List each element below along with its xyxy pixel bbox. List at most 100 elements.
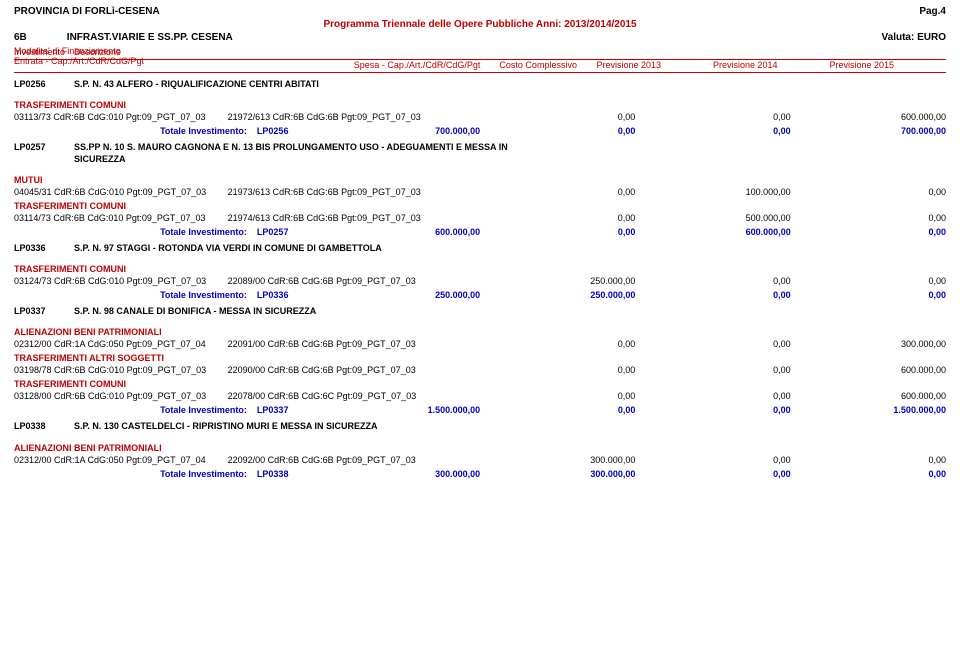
prev15-cell: 600.000,00 bbox=[791, 112, 946, 122]
prev15-cell: 0,00 bbox=[791, 276, 946, 286]
spesa-cell: 22091/00 CdR:6B CdG:6B Pgt:09_PGT_07_03 bbox=[228, 339, 480, 349]
prev14-cell: 500.000,00 bbox=[635, 213, 790, 223]
lp0256-total-row: Totale Investimento: LP0256 700.000,00 0… bbox=[14, 126, 946, 136]
totale-amount: 250.000,00 bbox=[344, 290, 480, 300]
lp0336-total-row: Totale Investimento: LP0336 250.000,00 2… bbox=[14, 290, 946, 300]
totale-p13: 0,00 bbox=[480, 126, 635, 136]
lp0257-row-1: 04045/31 CdR:6B CdG:010 Pgt:09_PGT_07_03… bbox=[14, 187, 946, 197]
lp0257-total-row: Totale Investimento: LP0257 600.000,00 0… bbox=[14, 227, 946, 237]
prev13-cell: 250.000,00 bbox=[480, 276, 635, 286]
column-headers-row: Modalita' di Finanziamento Entrata - Cap… bbox=[14, 60, 946, 73]
totale-amount: 1.500.000,00 bbox=[344, 405, 480, 415]
entrata-cell: 03124/73 CdR:6B CdG:010 Pgt:09_PGT_07_03 bbox=[14, 276, 228, 286]
spesa-cell: 21972/613 CdR:6B CdG:6B Pgt:09_PGT_07_03 bbox=[228, 112, 480, 122]
lp0337-row-3: 03128/00 CdR:6B CdG:010 Pgt:09_PGT_07_03… bbox=[14, 391, 946, 401]
lp0256-section-1: TRASFERIMENTI COMUNI bbox=[14, 100, 946, 110]
totale-amount: 700.000,00 bbox=[344, 126, 480, 136]
prev13-cell: 0,00 bbox=[480, 112, 635, 122]
lp0338-title-row: LP0338 S.P. N. 130 CASTELDELCI - RIPRIST… bbox=[14, 421, 946, 432]
lp0257-section-1: MUTUI bbox=[14, 175, 946, 185]
lp0337-row-2: 03198/78 CdR:6B CdG:010 Pgt:09_PGT_07_03… bbox=[14, 365, 946, 375]
prev14-cell: 100.000,00 bbox=[635, 187, 790, 197]
valuta-label: Valuta: EURO bbox=[882, 32, 946, 43]
totale-amount: 300.000,00 bbox=[344, 469, 480, 479]
entrata-cell: 02312/00 CdR:1A CdG:050 Pgt:09_PGT_07_04 bbox=[14, 339, 228, 349]
col-prev-2013: Previsione 2013 bbox=[597, 60, 714, 70]
prev15-cell: 0,00 bbox=[791, 213, 946, 223]
totale-label: Totale Investimento: bbox=[14, 405, 257, 415]
totale-p14: 600.000,00 bbox=[635, 227, 790, 237]
entrata-cell: 03113/73 CdR:6B CdG:010 Pgt:09_PGT_07_03 bbox=[14, 112, 228, 122]
lp0338-code: LP0338 bbox=[14, 421, 74, 432]
programma-title: Programma Triennale delle Opere Pubblich… bbox=[14, 19, 946, 30]
prev13-cell: 0,00 bbox=[480, 391, 635, 401]
page-number: Pag.4 bbox=[919, 6, 946, 17]
entrata-cell: 03128/00 CdR:6B CdG:010 Pgt:09_PGT_07_03 bbox=[14, 391, 228, 401]
prev15-cell: 600.000,00 bbox=[791, 391, 946, 401]
sector-code: 6B bbox=[14, 32, 27, 43]
totale-p14: 0,00 bbox=[635, 126, 790, 136]
totale-p14: 0,00 bbox=[635, 290, 790, 300]
col-prev-2015: Previsione 2015 bbox=[830, 60, 947, 70]
prev15-cell: 600.000,00 bbox=[791, 365, 946, 375]
prev14-cell: 0,00 bbox=[635, 112, 790, 122]
prev14-cell: 0,00 bbox=[635, 276, 790, 286]
lp0257-code: LP0257 bbox=[14, 142, 74, 165]
prev14-cell: 0,00 bbox=[635, 391, 790, 401]
totale-code: LP0256 bbox=[257, 126, 344, 136]
lp0257-title: SS.PP N. 10 S. MAURO CAGNONA E N. 13 BIS… bbox=[74, 142, 534, 165]
lp0337-row-1: 02312/00 CdR:1A CdG:050 Pgt:09_PGT_07_04… bbox=[14, 339, 946, 349]
lp0336-title: S.P. N. 97 STAGGI - ROTONDA VIA VERDI IN… bbox=[74, 243, 534, 254]
totale-p15: 700.000,00 bbox=[791, 126, 946, 136]
entrata-cell: 02312/00 CdR:1A CdG:050 Pgt:09_PGT_07_04 bbox=[14, 455, 228, 465]
prev15-cell: 0,00 bbox=[791, 187, 946, 197]
entrata-cell: 03198/78 CdR:6B CdG:010 Pgt:09_PGT_07_03 bbox=[14, 365, 228, 375]
sector-name: INFRAST.VIARIE E SS.PP. CESENA bbox=[67, 32, 233, 43]
provincia-label: PROVINCIA DI FORLì-CESENA bbox=[14, 6, 160, 17]
lp0338-total-row: Totale Investimento: LP0338 300.000,00 3… bbox=[14, 469, 946, 479]
totale-label: Totale Investimento: bbox=[14, 227, 257, 237]
lp0338-section-1: ALIENAZIONI BENI PATRIMONIALI bbox=[14, 443, 946, 453]
totale-p13: 250.000,00 bbox=[480, 290, 635, 300]
sector-block: 6B INFRAST.VIARIE E SS.PP. CESENA bbox=[14, 32, 233, 43]
prev14-cell: 0,00 bbox=[635, 365, 790, 375]
prev13-cell: 0,00 bbox=[480, 187, 635, 197]
totale-p15: 0,00 bbox=[791, 227, 946, 237]
lp0257-title-row: LP0257 SS.PP N. 10 S. MAURO CAGNONA E N.… bbox=[14, 142, 946, 165]
lp0337-section-2: TRASFERIMENTI ALTRI SOGGETTI bbox=[14, 353, 946, 363]
totale-code: LP0257 bbox=[257, 227, 344, 237]
totale-label: Totale Investimento: bbox=[14, 290, 257, 300]
header-row-2: 6B INFRAST.VIARIE E SS.PP. CESENA Valuta… bbox=[14, 32, 946, 43]
lp0336-row-1: 03124/73 CdR:6B CdG:010 Pgt:09_PGT_07_03… bbox=[14, 276, 946, 286]
col-modalita: Modalita' di Finanziamento bbox=[14, 46, 354, 56]
lp0257-row-2: 03114/73 CdR:6B CdG:010 Pgt:09_PGT_07_03… bbox=[14, 213, 946, 223]
col-costo: Costo Complessivo bbox=[499, 60, 596, 70]
lp0337-section-1: ALIENAZIONI BENI PATRIMONIALI bbox=[14, 327, 946, 337]
col-spesa: Spesa - Cap./Art./CdR/CdG/Pgt bbox=[354, 60, 500, 70]
totale-code: LP0336 bbox=[257, 290, 344, 300]
totale-code: LP0338 bbox=[257, 469, 344, 479]
totale-p13: 0,00 bbox=[480, 227, 635, 237]
totale-code: LP0337 bbox=[257, 405, 344, 415]
lp0337-total-row: Totale Investimento: LP0337 1.500.000,00… bbox=[14, 405, 946, 415]
prev13-cell: 300.000,00 bbox=[480, 455, 635, 465]
prev13-cell: 0,00 bbox=[480, 213, 635, 223]
totale-label: Totale Investimento: bbox=[14, 469, 257, 479]
totale-p15: 0,00 bbox=[791, 290, 946, 300]
spesa-cell: 21974/613 CdR:6B CdG:6B Pgt:09_PGT_07_03 bbox=[228, 213, 480, 223]
lp0257-section-2: TRASFERIMENTI COMUNI bbox=[14, 201, 946, 211]
spesa-cell: 22089/00 CdR:6B CdG:6B Pgt:09_PGT_07_03 bbox=[228, 276, 480, 286]
lp0256-title-row: LP0256 S.P. N. 43 ALFERO - RIQUALIFICAZI… bbox=[14, 79, 946, 90]
prev15-cell: 300.000,00 bbox=[791, 339, 946, 349]
totale-p13: 0,00 bbox=[480, 405, 635, 415]
prev13-cell: 0,00 bbox=[480, 365, 635, 375]
prev13-cell: 0,00 bbox=[480, 339, 635, 349]
prev14-cell: 0,00 bbox=[635, 339, 790, 349]
lp0256-title: S.P. N. 43 ALFERO - RIQUALIFICAZIONE CEN… bbox=[74, 79, 534, 90]
prev14-cell: 0,00 bbox=[635, 455, 790, 465]
header-row-1: PROVINCIA DI FORLì-CESENA Pag.4 bbox=[14, 6, 946, 17]
lp0256-code: LP0256 bbox=[14, 79, 74, 90]
entrata-cell: 04045/31 CdR:6B CdG:010 Pgt:09_PGT_07_03 bbox=[14, 187, 228, 197]
lp0256-row-1: 03113/73 CdR:6B CdG:010 Pgt:09_PGT_07_03… bbox=[14, 112, 946, 122]
col-prev-2014: Previsione 2014 bbox=[713, 60, 830, 70]
